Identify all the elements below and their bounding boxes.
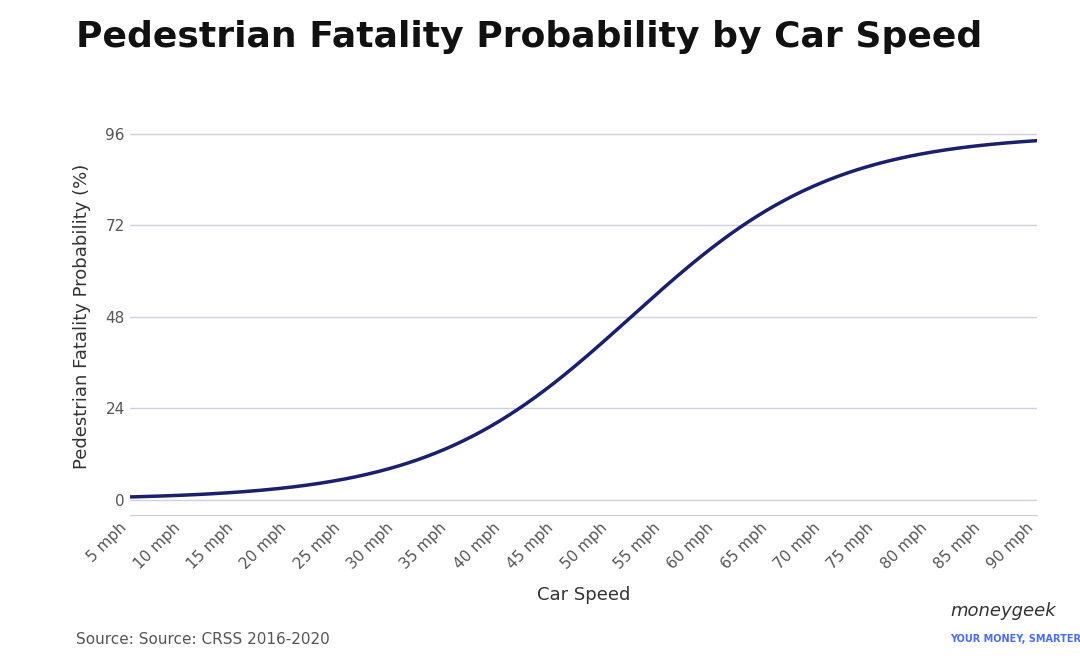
Text: moneygeek: moneygeek — [950, 603, 1056, 620]
X-axis label: Car Speed: Car Speed — [537, 585, 630, 603]
Y-axis label: Pedestrian Fatality Probability (%): Pedestrian Fatality Probability (%) — [73, 164, 92, 469]
Text: Pedestrian Fatality Probability by Car Speed: Pedestrian Fatality Probability by Car S… — [76, 20, 982, 54]
Text: YOUR MONEY, SMARTER: YOUR MONEY, SMARTER — [950, 634, 1080, 644]
Text: Source: Source: CRSS 2016-2020: Source: Source: CRSS 2016-2020 — [76, 632, 329, 647]
